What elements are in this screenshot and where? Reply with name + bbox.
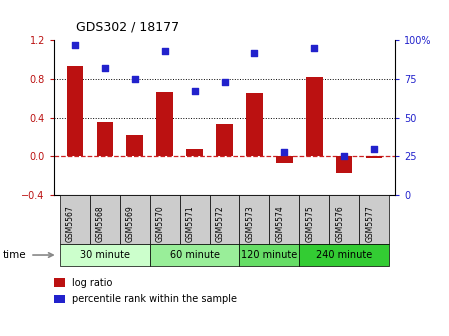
Text: GDS302 / 18177: GDS302 / 18177	[76, 20, 180, 34]
Text: 240 minute: 240 minute	[316, 250, 372, 260]
Point	[131, 76, 138, 82]
Text: 120 minute: 120 minute	[241, 250, 298, 260]
Text: time: time	[2, 250, 26, 260]
Text: GSM5570: GSM5570	[156, 205, 165, 242]
Text: GSM5573: GSM5573	[246, 205, 255, 242]
Text: 30 minute: 30 minute	[80, 250, 130, 260]
Text: log ratio: log ratio	[72, 278, 112, 288]
Bar	[97, 122, 113, 156]
Bar	[216, 124, 233, 156]
Bar	[186, 150, 203, 156]
Text: GSM5571: GSM5571	[185, 205, 194, 242]
Point	[161, 48, 168, 54]
Point	[311, 45, 318, 51]
Point	[251, 50, 258, 55]
Bar	[246, 93, 263, 156]
Point	[341, 154, 348, 159]
Text: percentile rank within the sample: percentile rank within the sample	[72, 294, 237, 304]
Text: GSM5577: GSM5577	[365, 205, 374, 242]
Point	[191, 89, 198, 94]
Text: GSM5569: GSM5569	[126, 205, 135, 242]
Text: GSM5568: GSM5568	[96, 205, 105, 242]
Text: 60 minute: 60 minute	[170, 250, 220, 260]
Bar	[66, 67, 83, 156]
Point	[71, 42, 79, 48]
Text: GSM5567: GSM5567	[66, 205, 75, 242]
Point	[221, 79, 228, 85]
Bar	[156, 91, 173, 156]
Point	[370, 146, 378, 151]
Bar	[336, 156, 352, 173]
Bar	[127, 135, 143, 156]
Bar	[276, 156, 293, 163]
Text: GSM5575: GSM5575	[305, 205, 314, 242]
Point	[281, 149, 288, 154]
Text: GSM5572: GSM5572	[216, 205, 224, 242]
Bar	[306, 77, 322, 156]
Bar	[366, 156, 383, 158]
Point	[101, 66, 108, 71]
Text: GSM5574: GSM5574	[275, 205, 284, 242]
Text: GSM5576: GSM5576	[335, 205, 344, 242]
